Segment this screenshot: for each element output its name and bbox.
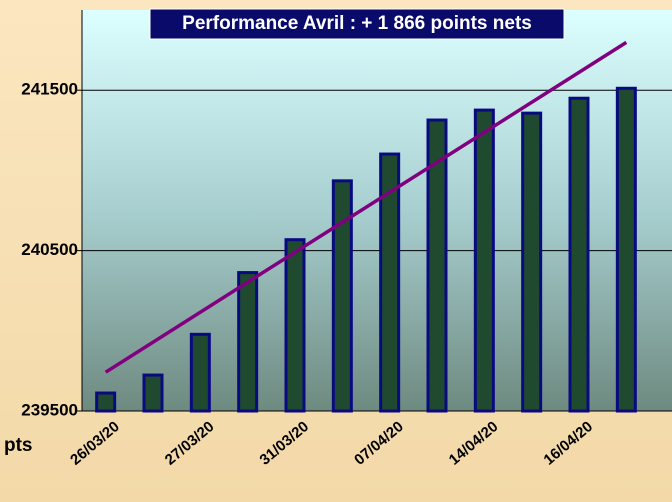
bar [568, 96, 590, 413]
bar [237, 271, 259, 413]
bar [426, 118, 448, 413]
bar [379, 152, 401, 413]
bar [284, 238, 306, 413]
y-tick-label: 241500 [21, 80, 78, 99]
title-box [149, 8, 565, 40]
bar [95, 391, 117, 413]
bar [473, 108, 495, 413]
trend-line [104, 40, 628, 374]
bar [521, 111, 543, 413]
bar [615, 86, 637, 413]
bar [189, 332, 211, 413]
y-tick-label: 239500 [21, 400, 78, 419]
bar [142, 373, 164, 413]
y-tick-label: 240500 [21, 240, 78, 259]
bar [331, 179, 353, 413]
y-axis-label: pts [4, 435, 33, 456]
chart-title: Performance Avril : + 1 866 points nets [182, 13, 532, 34]
